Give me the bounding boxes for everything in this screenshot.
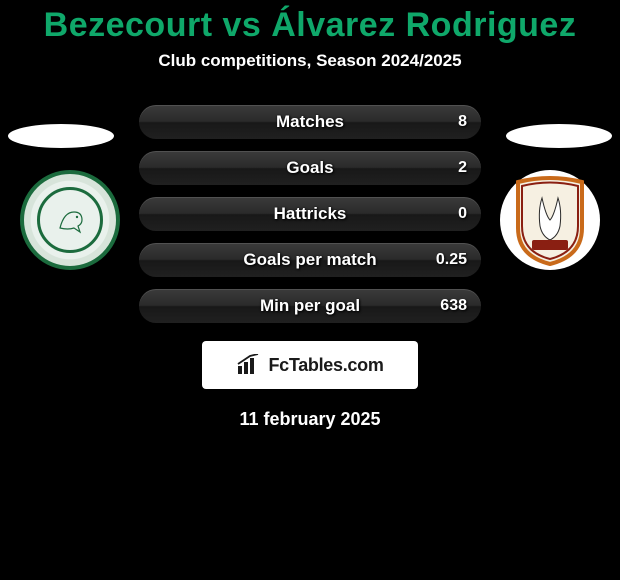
stat-row-min-per-goal: Min per goal 638 (139, 289, 481, 323)
stat-value: 0.25 (436, 251, 467, 269)
shield-icon (514, 174, 586, 266)
stat-label: Goals per match (243, 250, 376, 270)
player-left-silhouette (8, 124, 114, 148)
page-title: Bezecourt vs Álvarez Rodriguez (0, 6, 620, 45)
subtitle: Club competitions, Season 2024/2025 (0, 51, 620, 71)
bird-icon (50, 200, 90, 240)
brand-badge: FcTables.com (202, 341, 418, 389)
brand-text: FcTables.com (268, 355, 383, 376)
stat-value: 8 (458, 113, 467, 131)
stat-value: 0 (458, 205, 467, 223)
club-badge-left (20, 170, 120, 270)
stat-value: 638 (440, 297, 467, 315)
stat-label: Min per goal (260, 296, 360, 316)
date-text: 11 february 2025 (0, 409, 620, 430)
stat-row-goals-per-match: Goals per match 0.25 (139, 243, 481, 277)
stat-row-goals: Goals 2 (139, 151, 481, 185)
stat-row-matches: Matches 8 (139, 105, 481, 139)
player-right-silhouette (506, 124, 612, 148)
stat-label: Hattricks (274, 204, 347, 224)
stat-label: Goals (286, 158, 333, 178)
bar-chart-icon (236, 354, 262, 376)
stat-row-hattricks: Hattricks 0 (139, 197, 481, 231)
stat-value: 2 (458, 159, 467, 177)
stat-label: Matches (276, 112, 344, 132)
club-badge-right (500, 170, 600, 270)
